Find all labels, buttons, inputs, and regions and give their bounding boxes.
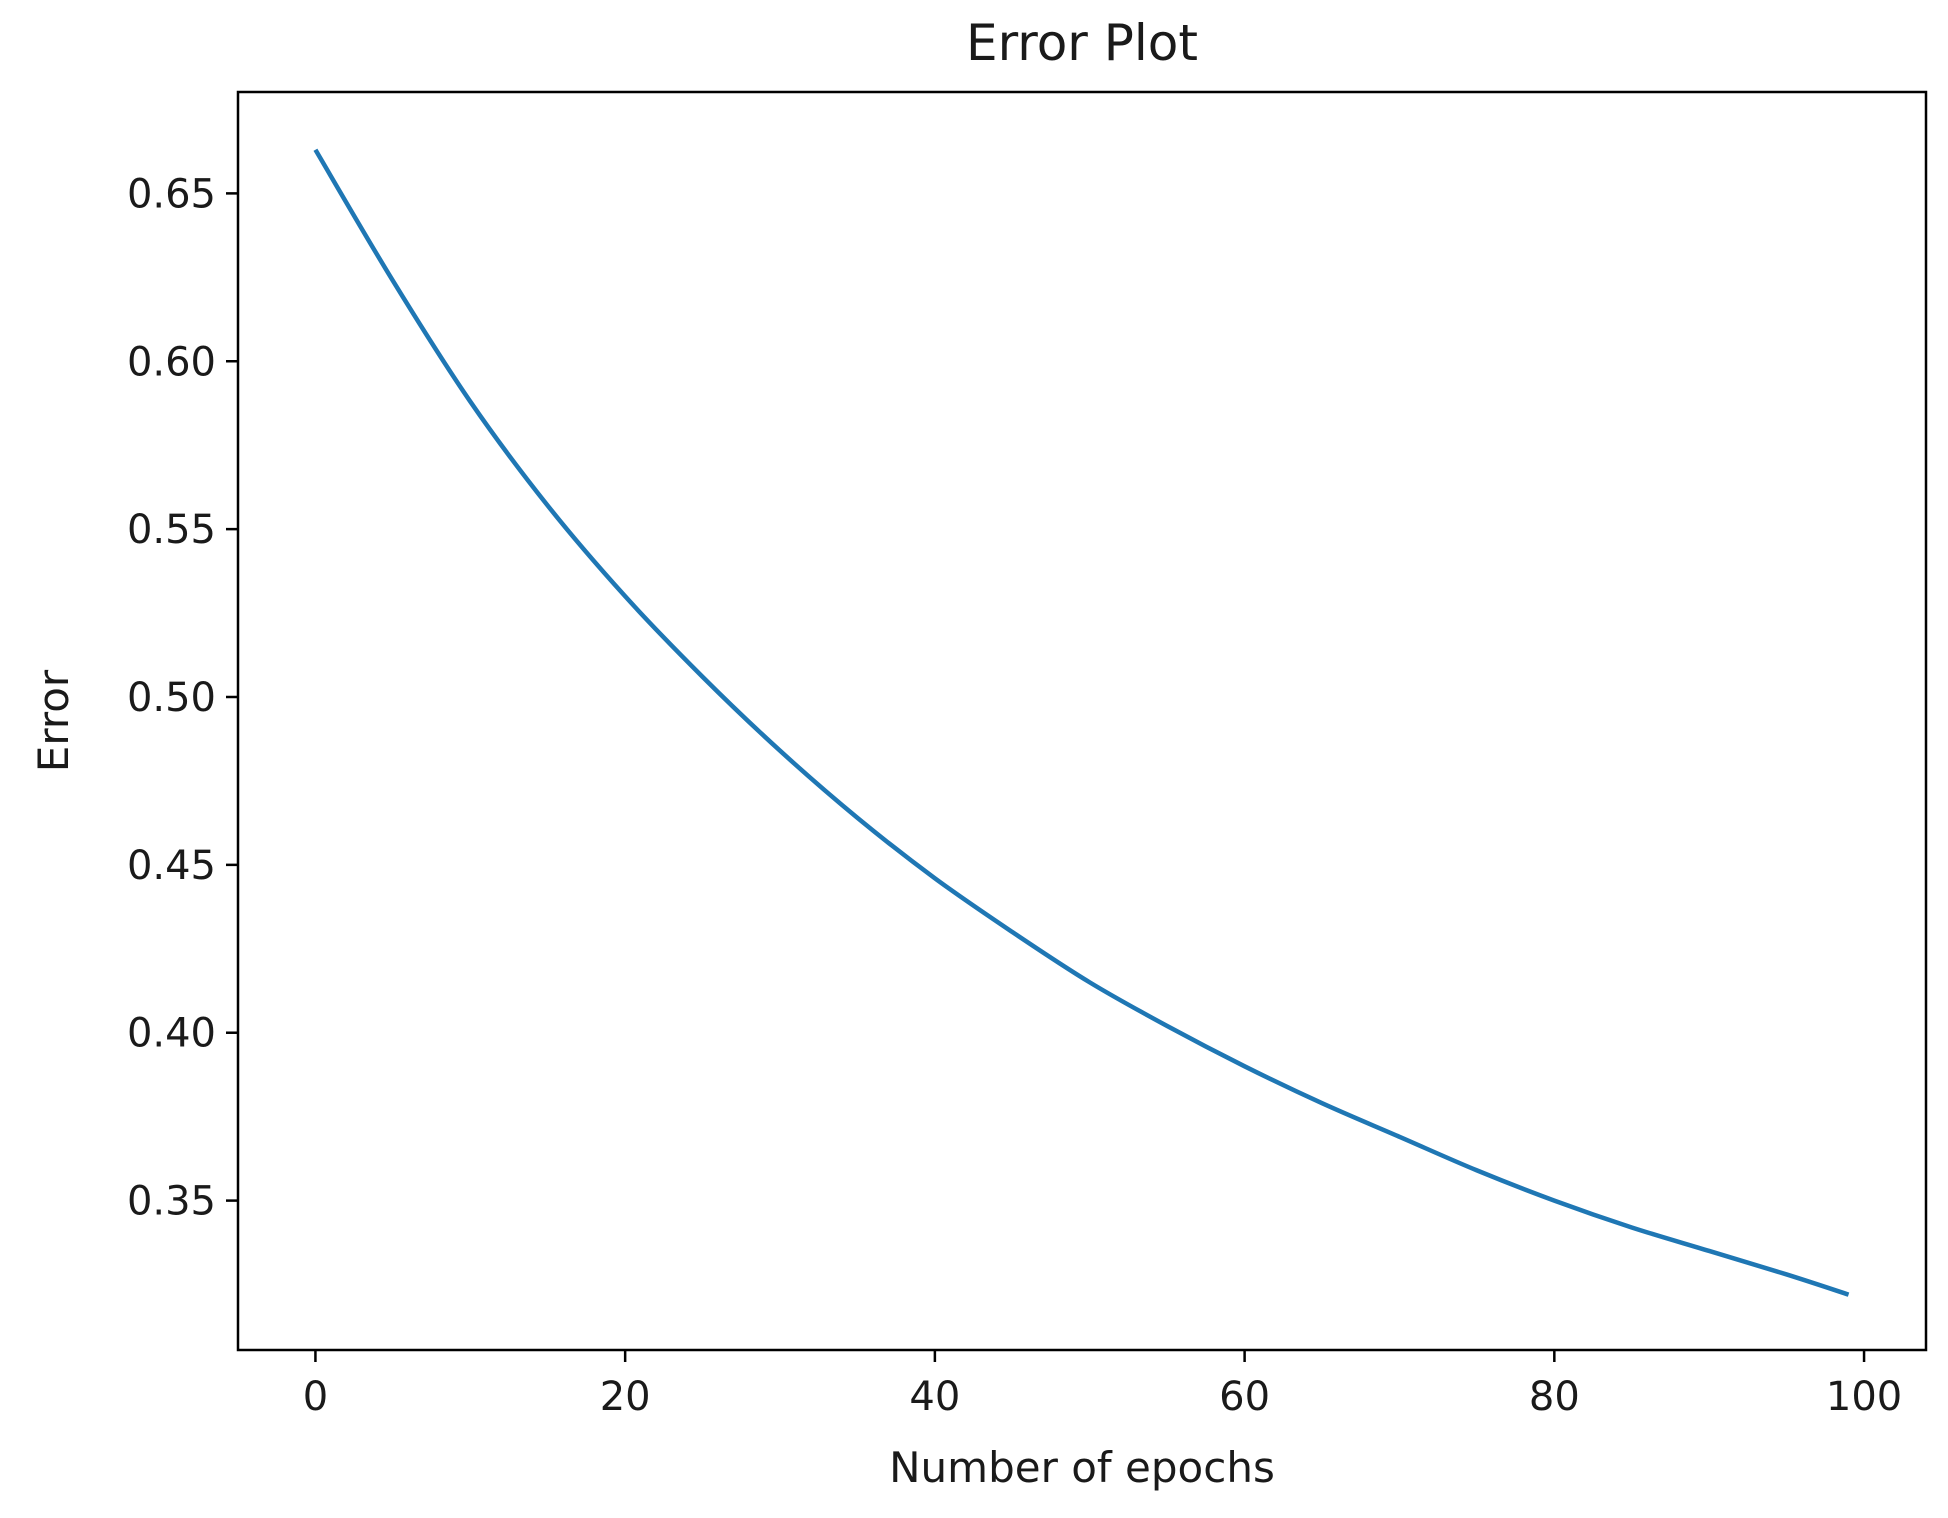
- x-tick-label: 0: [303, 1374, 328, 1420]
- y-tick-label: 0.40: [127, 1011, 216, 1057]
- x-axis-ticks: 0 20 40 60 80 100: [303, 1350, 1902, 1420]
- y-tick-label: 0.50: [127, 675, 216, 721]
- y-tick-label: 0.35: [127, 1179, 216, 1225]
- y-tick-label: 0.45: [127, 843, 216, 889]
- x-tick-label: 40: [909, 1374, 960, 1420]
- x-axis-title: Number of epochs: [889, 1443, 1275, 1492]
- y-axis-title: Error: [29, 669, 78, 772]
- y-tick-label: 0.55: [127, 507, 216, 553]
- series-line: [313, 148, 1850, 1297]
- x-tick-label: 60: [1219, 1374, 1270, 1420]
- chart-title: Error Plot: [966, 14, 1198, 72]
- plot-area-frame: [236, 90, 1928, 1352]
- x-tick-label: 20: [600, 1374, 651, 1420]
- x-tick-label: 80: [1529, 1374, 1580, 1420]
- y-tick-label: 0.65: [127, 171, 216, 217]
- y-tick-label: 0.60: [127, 339, 216, 385]
- x-tick-label: 100: [1826, 1374, 1902, 1420]
- y-axis-ticks: 0.35 0.40 0.45 0.50 0.55 0.60 0.65: [127, 171, 238, 1225]
